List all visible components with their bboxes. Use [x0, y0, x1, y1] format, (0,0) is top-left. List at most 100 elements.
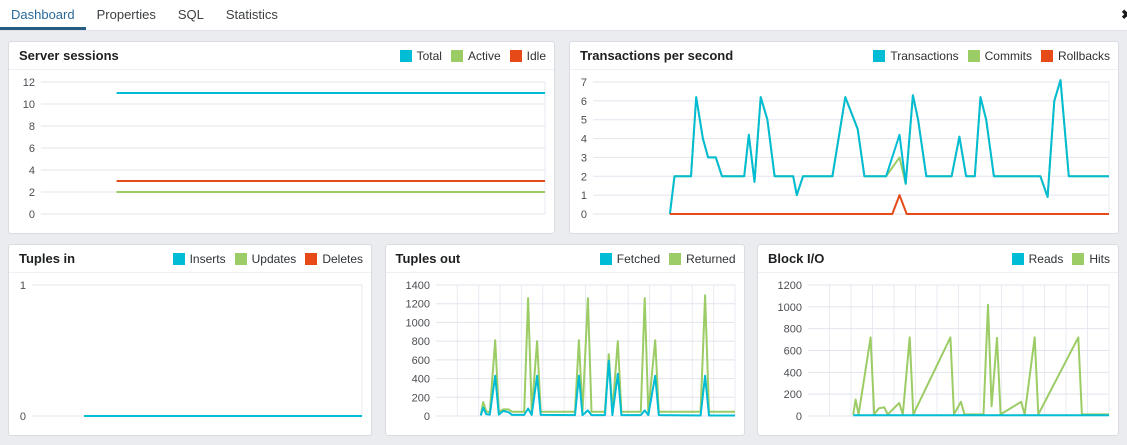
legend-label: Active [467, 48, 501, 63]
tab-dashboard[interactable]: Dashboard [0, 0, 86, 30]
legend-item-inserts: Inserts [172, 251, 226, 266]
svg-text:12: 12 [23, 77, 35, 89]
svg-text:400: 400 [784, 367, 802, 379]
tab-sql[interactable]: SQL [177, 7, 204, 22]
chart-title: Tuples out [395, 251, 461, 266]
legend-swatch-icon [399, 49, 412, 62]
legend-swatch-icon [450, 49, 463, 62]
chart-title: Block I/O [768, 251, 825, 266]
svg-text:4: 4 [29, 165, 35, 177]
tab-bar: Dashboard Properties SQL Statistics ✖ [0, 0, 1127, 31]
svg-text:4: 4 [581, 134, 587, 146]
legend-label: Total [416, 48, 442, 63]
chart-legend: Inserts Updates Deletes [164, 252, 363, 266]
legend-swatch-icon [1072, 252, 1085, 265]
panel-header: Block I/O Reads Hits [758, 245, 1118, 273]
tab-properties[interactable]: Properties [96, 7, 156, 22]
svg-text:800: 800 [784, 324, 802, 336]
svg-text:7: 7 [581, 77, 587, 89]
block-io-line-chart: 0 200 400 600 800 1000 1200 [778, 280, 1110, 423]
svg-text:600: 600 [784, 346, 802, 358]
svg-text:5: 5 [581, 115, 587, 127]
legend-item-active: Active [450, 48, 501, 63]
legend-label: Transactions [890, 48, 959, 63]
legend-swatch-icon [1011, 252, 1024, 265]
legend-label: Reads [1028, 251, 1064, 266]
tuples-out-line-chart: 0 200 400 600 800 1000 1200 1400 [405, 280, 735, 423]
legend-item-fetched: Fetched [599, 251, 661, 266]
svg-text:6: 6 [29, 143, 35, 155]
svg-text:600: 600 [411, 355, 429, 367]
legend-label: Deletes [322, 251, 363, 266]
panel-header: Transactions per second Transactions Comm… [570, 42, 1118, 70]
chart-legend: Reads Hits [1003, 252, 1110, 266]
dashboard-content: Server sessions Total Active Idle 0 2 4 6 8 10 1… [0, 31, 1127, 445]
legend-swatch-icon [967, 49, 980, 62]
panel-block-io: Block I/O Reads Hits 0 200 400 600 800 1000 120… [757, 244, 1119, 436]
legend-item-transactions: Transactions [873, 48, 959, 63]
transactions-line-chart: 0 1 2 3 4 5 6 7 [581, 77, 1110, 221]
svg-text:0: 0 [581, 209, 587, 221]
charts-row-top: Server sessions Total Active Idle 0 2 4 6 8 10 1… [8, 41, 1119, 234]
legend-swatch-icon [873, 49, 886, 62]
legend-label: Commits [984, 48, 1032, 63]
svg-text:200: 200 [784, 389, 802, 401]
svg-text:1400: 1400 [405, 280, 429, 292]
legend-item-returned: Returned [669, 251, 736, 266]
server-sessions-line-chart: 0 2 4 6 8 10 12 [23, 77, 546, 221]
chart-title: Server sessions [19, 48, 119, 63]
panel-transactions-per-second: Transactions per second Transactions Comm… [569, 41, 1119, 234]
tuples-in-line-chart: 01 [20, 280, 363, 423]
legend-label: Fetched [616, 251, 661, 266]
legend-item-rollbacks: Rollbacks [1040, 48, 1110, 63]
svg-text:1: 1 [581, 190, 587, 202]
panel-header: Server sessions Total Active Idle [9, 42, 554, 70]
svg-text:0: 0 [423, 411, 429, 423]
svg-text:1000: 1000 [405, 317, 429, 329]
legend-swatch-icon [1040, 49, 1053, 62]
legend-swatch-icon [234, 252, 247, 265]
chart-title: Transactions per second [580, 48, 734, 63]
svg-text:6: 6 [581, 96, 587, 108]
svg-text:10: 10 [23, 99, 35, 111]
legend-item-idle: Idle [509, 48, 546, 63]
legend-swatch-icon [509, 49, 522, 62]
legend-label: Inserts [189, 251, 226, 266]
legend-label: Hits [1089, 251, 1110, 266]
legend-item-total: Total [399, 48, 442, 63]
svg-text:800: 800 [411, 336, 429, 348]
panel-tuples-out: Tuples out Fetched Returned 0 200 400 600 800… [384, 244, 745, 436]
svg-text:1200: 1200 [778, 280, 802, 292]
svg-text:8: 8 [29, 121, 35, 133]
legend-label: Idle [526, 48, 546, 63]
chart-title: Tuples in [19, 251, 76, 266]
chart-legend: Fetched Returned [591, 252, 736, 266]
svg-text:3: 3 [581, 152, 587, 164]
legend-item-reads: Reads [1011, 251, 1064, 266]
svg-text:2: 2 [581, 171, 587, 183]
svg-text:0: 0 [796, 411, 802, 423]
legend-swatch-icon [599, 252, 612, 265]
panel-header: Tuples out Fetched Returned [385, 245, 744, 273]
legend-swatch-icon [172, 252, 185, 265]
legend-swatch-icon [305, 252, 318, 265]
chart-legend: Transactions Commits Rollbacks [864, 49, 1110, 63]
svg-text:0: 0 [20, 411, 26, 423]
svg-text:1: 1 [20, 280, 26, 292]
legend-item-hits: Hits [1072, 252, 1110, 266]
legend-item-commits: Commits [967, 48, 1032, 63]
legend-swatch-icon [669, 252, 682, 265]
legend-label: Rollbacks [1057, 48, 1110, 63]
legend-label: Returned [686, 251, 736, 266]
svg-text:1000: 1000 [778, 302, 802, 314]
svg-text:0: 0 [29, 209, 35, 221]
tab-statistics[interactable]: Statistics [225, 7, 278, 22]
legend-label: Updates [251, 251, 297, 266]
svg-text:1200: 1200 [405, 299, 429, 311]
close-icon[interactable]: ✖ [1121, 6, 1127, 24]
svg-text:400: 400 [411, 374, 429, 386]
panel-header: Tuples in Inserts Updates Deletes [9, 245, 371, 273]
svg-text:200: 200 [411, 392, 429, 404]
